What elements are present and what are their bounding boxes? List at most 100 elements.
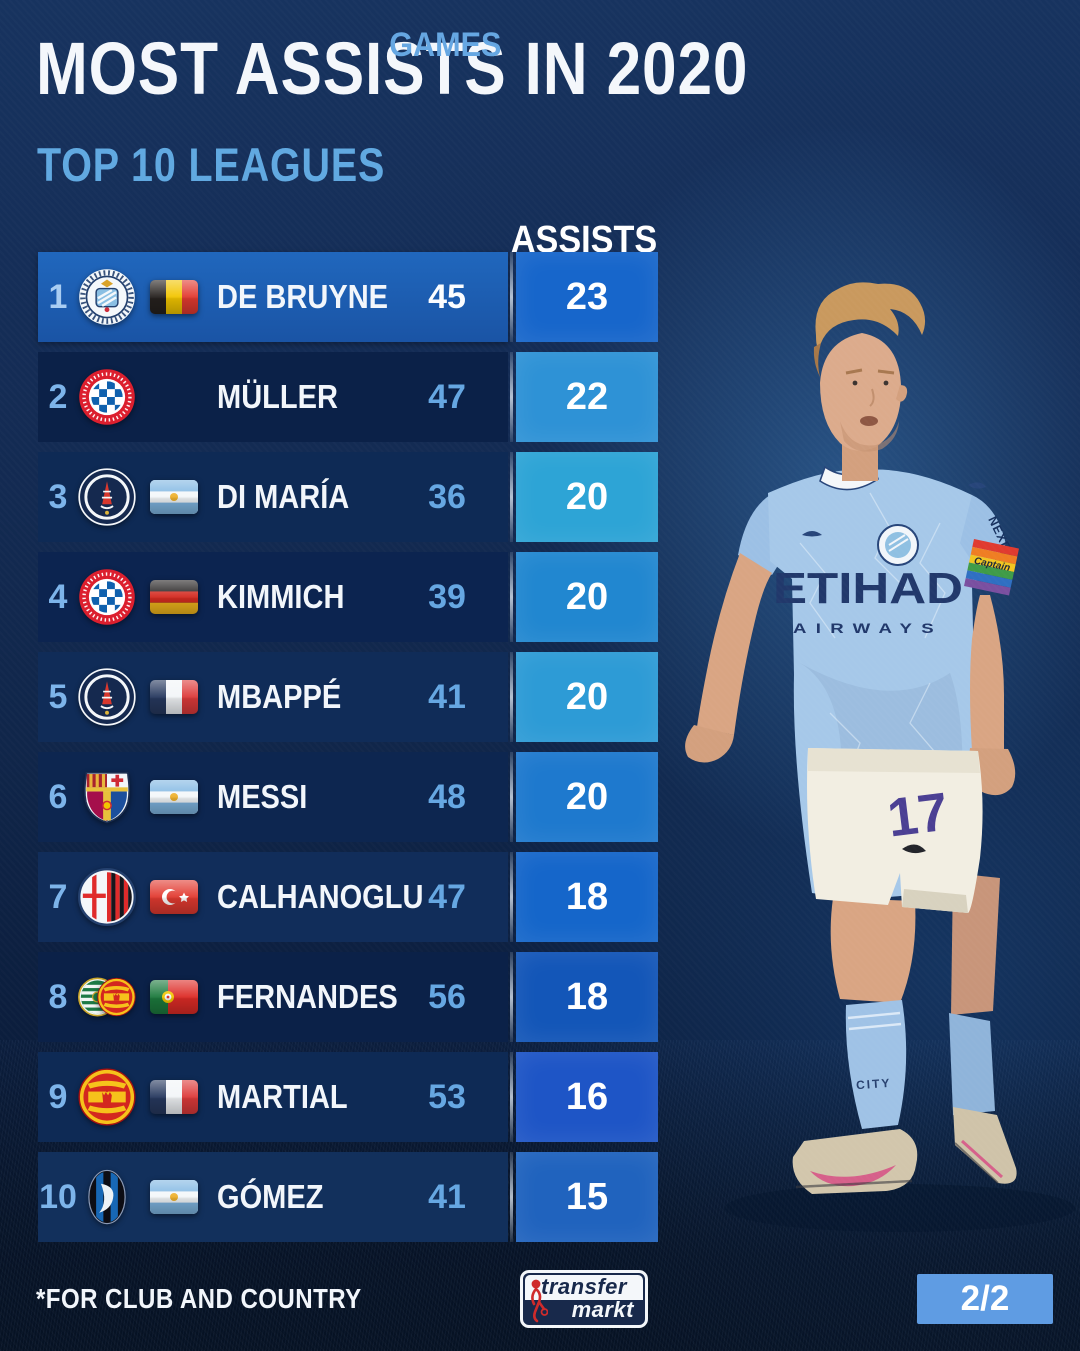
assists-table: 1 DE BRUYNE 45 23 2 MÜLLER 47 22 3 DI MA…	[38, 252, 658, 1252]
atalanta-club-badge-icon	[78, 1165, 136, 1229]
sock-text: CITY	[856, 1076, 892, 1092]
table-row: 4 KIMMICH 39 20	[38, 552, 658, 642]
assists-cell: 15	[510, 1152, 658, 1242]
assists-value: 16	[565, 1075, 609, 1118]
puma-logo-icon	[968, 482, 986, 489]
psg-club-badge-icon	[78, 465, 136, 529]
assists-value: 22	[565, 375, 609, 418]
table-row: 6 MESSI 48 20	[38, 752, 658, 842]
games-value: 41	[428, 677, 466, 716]
table-row: 9 MARTIAL 53 16	[38, 1052, 658, 1142]
player-name: MÜLLER	[217, 378, 338, 415]
player-name: CALHANOGLU	[217, 878, 424, 915]
club-badge-box	[78, 462, 136, 532]
table-row: 8 FERNANDES 56 18	[38, 952, 658, 1042]
games-value: 36	[428, 477, 466, 516]
games-value: 41	[428, 1177, 466, 1216]
rank-label: 10	[39, 1177, 77, 1216]
games-value: 47	[428, 877, 466, 916]
assists-value: 23	[565, 275, 609, 318]
belgium-flag-icon	[150, 280, 198, 314]
club-badge-box	[78, 962, 136, 1032]
page-subtitle: TOP 10 LEAGUES	[37, 137, 452, 192]
assists-value: 18	[565, 875, 609, 918]
table-row: 1 DE BRUYNE 45 23	[38, 252, 658, 342]
page-indicator-badge: 2/2	[917, 1274, 1053, 1324]
assists-cell: 18	[510, 952, 658, 1042]
row-main: 9 MARTIAL 53	[38, 1052, 508, 1142]
assists-cell: 20	[510, 452, 658, 542]
games-value: 47	[428, 377, 466, 416]
transfermarkt-logo: transfer markt	[520, 1270, 648, 1328]
argentina-flag-icon	[150, 780, 198, 814]
germany-flag-icon	[150, 580, 198, 614]
assists-value: 20	[565, 675, 609, 718]
table-row: 2 MÜLLER 47 22	[38, 352, 658, 442]
assists-value: 20	[565, 575, 609, 618]
row-main: 6 MESSI 48	[38, 752, 508, 842]
assists-cell: 16	[510, 1052, 658, 1142]
rank-label: 3	[48, 477, 68, 516]
assists-cell: 22	[510, 352, 658, 442]
club-badge-box	[78, 262, 136, 332]
player-name: MBAPPÉ	[217, 678, 342, 715]
rank-label: 8	[48, 977, 68, 1016]
page-title: MOST ASSISTS IN 2020	[36, 26, 884, 111]
nation-flag-box	[144, 1180, 204, 1214]
club-badge-box	[78, 1162, 136, 1232]
argentina-flag-icon	[150, 1180, 198, 1214]
games-value: 39	[428, 577, 466, 616]
row-main: 4 KIMMICH 39	[38, 552, 508, 642]
page-title-text: MOST ASSISTS IN 2020	[36, 27, 749, 110]
rainbow-captain-armband: Captain	[964, 539, 1019, 596]
games-value: 45	[428, 277, 466, 316]
footnote: *FOR CLUB AND COUNTRY	[36, 1283, 362, 1314]
player-name: KIMMICH	[217, 578, 345, 615]
club-badge-box	[78, 1062, 136, 1132]
assists-value: 20	[565, 775, 609, 818]
nation-flag-box	[144, 1080, 204, 1114]
row-main: 7 CALHANOGLU 47	[38, 852, 508, 942]
psg-club-badge-icon	[78, 665, 136, 729]
table-row: 10 GÓMEZ 41 15	[38, 1152, 658, 1242]
row-main: 1 DE BRUYNE 45	[38, 252, 508, 342]
player-name: DI MARÍA	[217, 478, 350, 515]
club-badge-box	[78, 662, 136, 732]
rank-label: 5	[48, 677, 68, 716]
page-subtitle-text: TOP 10 LEAGUES	[37, 138, 386, 191]
puma-cat-logo-icon	[802, 531, 822, 537]
shirt-sponsor: ETIHAD	[773, 564, 963, 613]
bayern-club-badge-icon	[78, 565, 136, 629]
assists-cell: 20	[510, 752, 658, 842]
player-name: DE BRUYNE	[217, 278, 389, 315]
assists-cell: 20	[510, 652, 658, 742]
nation-flag-box	[144, 880, 204, 914]
transfermarkt-player-figure-icon	[531, 1279, 548, 1323]
argentina-flag-icon	[150, 480, 198, 514]
table-row: 5 MBAPPÉ 41 20	[38, 652, 658, 742]
row-main: 5 MBAPPÉ 41	[38, 652, 508, 742]
barca-club-badge-icon	[78, 765, 136, 829]
manutd-club-badge-icon	[78, 1065, 136, 1129]
games-value: 56	[428, 977, 466, 1016]
club-badge-box	[78, 562, 136, 632]
manutd-club-badge-icon	[97, 972, 136, 1022]
player-hair	[815, 282, 926, 347]
bayern-club-badge-icon	[78, 365, 136, 429]
rank-label: 9	[48, 1077, 68, 1116]
rank-label: 2	[48, 377, 68, 416]
rank-label: 6	[48, 777, 68, 816]
table-row: 3 DI MARÍA 36 20	[38, 452, 658, 542]
club-badge-box	[78, 362, 136, 432]
milan-club-badge-icon	[78, 865, 136, 929]
rank-label: 1	[48, 277, 68, 316]
nation-flag-box	[144, 280, 204, 314]
column-header-games: GAMES	[388, 25, 502, 64]
row-main: 2 MÜLLER 47	[38, 352, 508, 442]
nation-flag-box	[144, 580, 204, 614]
player-name: MESSI	[217, 778, 308, 815]
assists-cell: 18	[510, 852, 658, 942]
player-name: FERNANDES	[217, 978, 398, 1015]
assists-cell: 23	[510, 252, 658, 342]
assists-value: 15	[565, 1175, 609, 1218]
